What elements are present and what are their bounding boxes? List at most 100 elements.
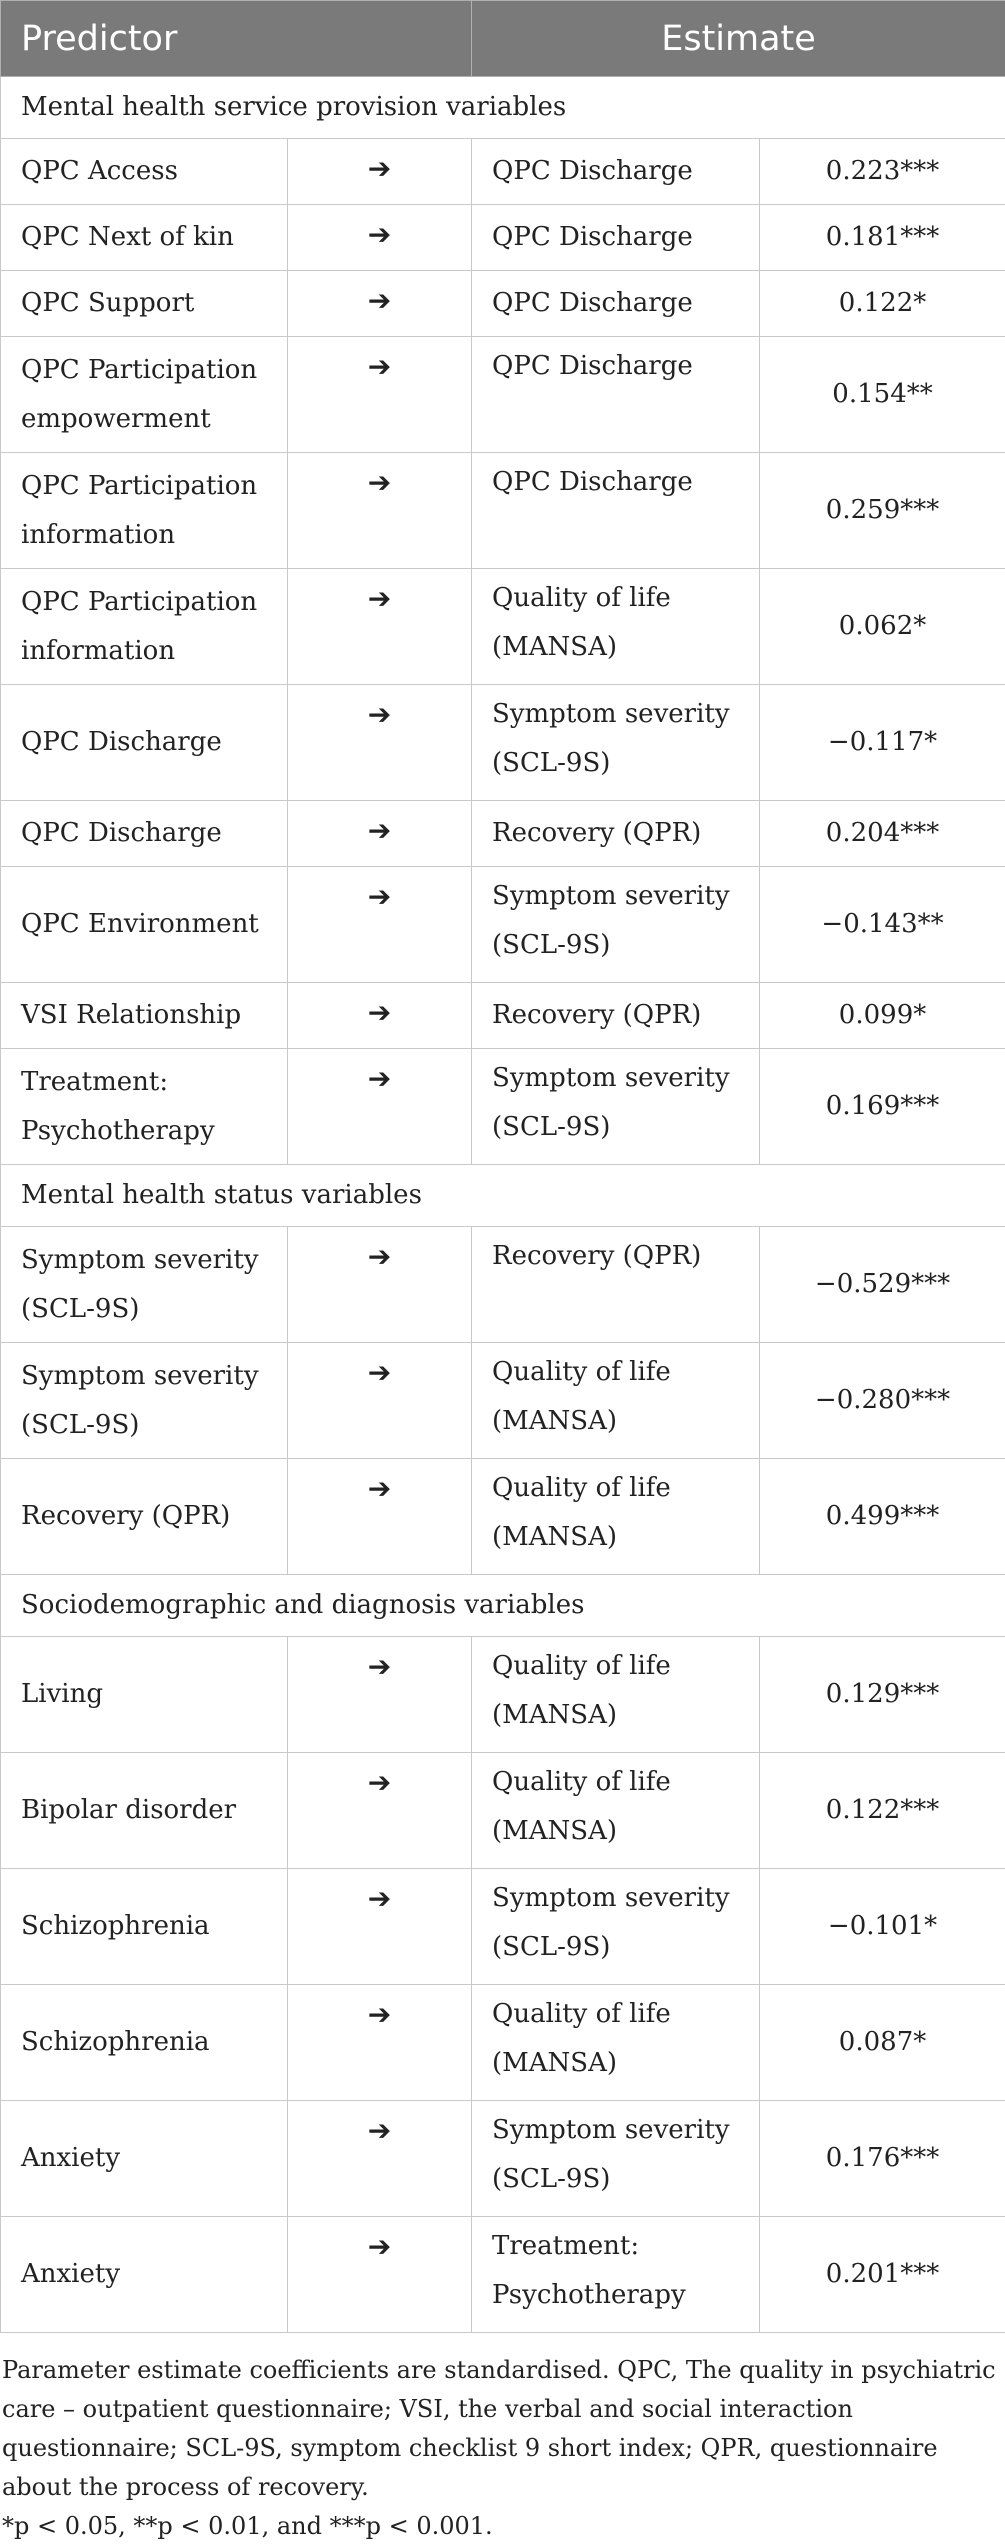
estimate-cell: 0.169*** [760, 1049, 1005, 1165]
outcome-cell: Recovery (QPR) [472, 983, 760, 1049]
predictor-cell: QPC Next of kin [1, 205, 288, 271]
predictor-cell: Schizophrenia [1, 1869, 288, 1985]
estimate-cell: 0.099* [760, 983, 1005, 1049]
arrow-icon: ➔ [288, 1637, 472, 1753]
footnote-text: Parameter estimate coefficients are stan… [2, 2351, 1003, 2507]
table-row: QPC Participation information➔Quality of… [1, 569, 1005, 685]
predictor-cell: VSI Relationship [1, 983, 288, 1049]
estimate-header: Estimate [472, 1, 1005, 77]
arrow-icon: ➔ [288, 983, 472, 1049]
arrow-icon: ➔ [288, 1049, 472, 1165]
estimate-cell: −0.529*** [760, 1227, 1005, 1343]
outcome-cell: QPC Discharge [472, 205, 760, 271]
predictor-cell: Symptom severity (SCL-9S) [1, 1227, 288, 1343]
predictor-cell: Recovery (QPR) [1, 1459, 288, 1575]
predictor-cell: QPC Access [1, 139, 288, 205]
arrow-icon: ➔ [288, 1985, 472, 2101]
table-row: Recovery (QPR)➔Quality of life (MANSA)0.… [1, 1459, 1005, 1575]
table-row: QPC Discharge➔Recovery (QPR)0.204*** [1, 801, 1005, 867]
outcome-cell: Quality of life (MANSA) [472, 1343, 760, 1459]
estimate-cell: 0.499*** [760, 1459, 1005, 1575]
outcome-cell: Recovery (QPR) [472, 1227, 760, 1343]
estimate-cell: −0.101* [760, 1869, 1005, 1985]
estimate-cell: 0.223*** [760, 139, 1005, 205]
arrow-icon: ➔ [288, 867, 472, 983]
predictor-cell: Schizophrenia [1, 1985, 288, 2101]
arrow-icon: ➔ [288, 2217, 472, 2333]
estimate-cell: 0.204*** [760, 801, 1005, 867]
arrow-icon: ➔ [288, 453, 472, 569]
table-body: Mental health service provision variable… [1, 77, 1005, 2333]
predictor-cell: Anxiety [1, 2101, 288, 2217]
outcome-cell: Treatment: Psychotherapy [472, 2217, 760, 2333]
outcome-cell: QPC Discharge [472, 271, 760, 337]
arrow-icon: ➔ [288, 1227, 472, 1343]
estimate-cell: −0.117* [760, 685, 1005, 801]
table-footnotes: Parameter estimate coefficients are stan… [0, 2333, 1005, 2546]
estimate-cell: 0.062* [760, 569, 1005, 685]
table-row: Bipolar disorder➔Quality of life (MANSA)… [1, 1753, 1005, 1869]
outcome-cell: Quality of life (MANSA) [472, 1459, 760, 1575]
section-title: Sociodemographic and diagnosis variables [1, 1575, 1005, 1637]
predictor-cell: QPC Participation information [1, 453, 288, 569]
table-row: Treatment: Psychotherapy➔Symptom severit… [1, 1049, 1005, 1165]
outcome-cell: QPC Discharge [472, 453, 760, 569]
estimate-cell: 0.087* [760, 1985, 1005, 2101]
arrow-icon: ➔ [288, 1869, 472, 1985]
outcome-cell: Symptom severity (SCL-9S) [472, 685, 760, 801]
arrow-icon: ➔ [288, 569, 472, 685]
arrow-icon: ➔ [288, 1343, 472, 1459]
results-table: Predictor Estimate Mental health service… [0, 0, 1005, 2333]
table-header-row: Predictor Estimate [1, 1, 1005, 77]
table-row: QPC Environment➔Symptom severity (SCL-9S… [1, 867, 1005, 983]
section-title: Mental health service provision variable… [1, 77, 1005, 139]
table-row: Anxiety➔Symptom severity (SCL-9S)0.176**… [1, 2101, 1005, 2217]
predictor-cell: QPC Discharge [1, 685, 288, 801]
predictor-cell: QPC Participation empowerment [1, 337, 288, 453]
arrow-icon: ➔ [288, 337, 472, 453]
estimate-cell: 0.259*** [760, 453, 1005, 569]
section-title: Mental health status variables [1, 1165, 1005, 1227]
estimate-cell: 0.129*** [760, 1637, 1005, 1753]
outcome-cell: QPC Discharge [472, 139, 760, 205]
outcome-cell: Quality of life (MANSA) [472, 1985, 760, 2101]
estimate-cell: 0.122*** [760, 1753, 1005, 1869]
arrow-icon: ➔ [288, 801, 472, 867]
footnote-significance: *p < 0.05, **p < 0.01, and ***p < 0.001. [2, 2507, 1003, 2546]
outcome-cell: Quality of life (MANSA) [472, 1753, 760, 1869]
table-row: Schizophrenia➔Quality of life (MANSA)0.0… [1, 1985, 1005, 2101]
outcome-cell: Symptom severity (SCL-9S) [472, 1869, 760, 1985]
estimate-cell: 0.154** [760, 337, 1005, 453]
predictor-cell: QPC Support [1, 271, 288, 337]
arrow-icon: ➔ [288, 685, 472, 801]
predictor-cell: Treatment: Psychotherapy [1, 1049, 288, 1165]
arrow-icon: ➔ [288, 271, 472, 337]
arrow-icon: ➔ [288, 1459, 472, 1575]
predictor-cell: QPC Participation information [1, 569, 288, 685]
table-row: Schizophrenia➔Symptom severity (SCL-9S)−… [1, 1869, 1005, 1985]
table-row: QPC Discharge➔Symptom severity (SCL-9S)−… [1, 685, 1005, 801]
predictor-cell: Anxiety [1, 2217, 288, 2333]
outcome-cell: QPC Discharge [472, 337, 760, 453]
predictor-cell: QPC Discharge [1, 801, 288, 867]
table-row: QPC Participation empowerment➔QPC Discha… [1, 337, 1005, 453]
section-row: Mental health service provision variable… [1, 77, 1005, 139]
estimate-cell: −0.143** [760, 867, 1005, 983]
section-row: Sociodemographic and diagnosis variables [1, 1575, 1005, 1637]
predictor-cell: Living [1, 1637, 288, 1753]
table-row: VSI Relationship➔Recovery (QPR)0.099* [1, 983, 1005, 1049]
outcome-cell: Quality of life (MANSA) [472, 1637, 760, 1753]
arrow-icon: ➔ [288, 1753, 472, 1869]
outcome-cell: Symptom severity (SCL-9S) [472, 1049, 760, 1165]
estimate-cell: 0.201*** [760, 2217, 1005, 2333]
section-row: Mental health status variables [1, 1165, 1005, 1227]
estimate-cell: 0.176*** [760, 2101, 1005, 2217]
predictor-cell: Symptom severity (SCL-9S) [1, 1343, 288, 1459]
outcome-cell: Recovery (QPR) [472, 801, 760, 867]
predictor-cell: QPC Environment [1, 867, 288, 983]
table-row: Symptom severity (SCL-9S)➔Recovery (QPR)… [1, 1227, 1005, 1343]
